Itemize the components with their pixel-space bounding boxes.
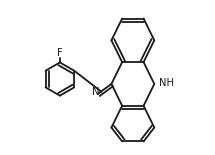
Text: N: N [92, 87, 99, 97]
Text: F: F [57, 48, 63, 58]
Text: NH: NH [159, 78, 174, 88]
